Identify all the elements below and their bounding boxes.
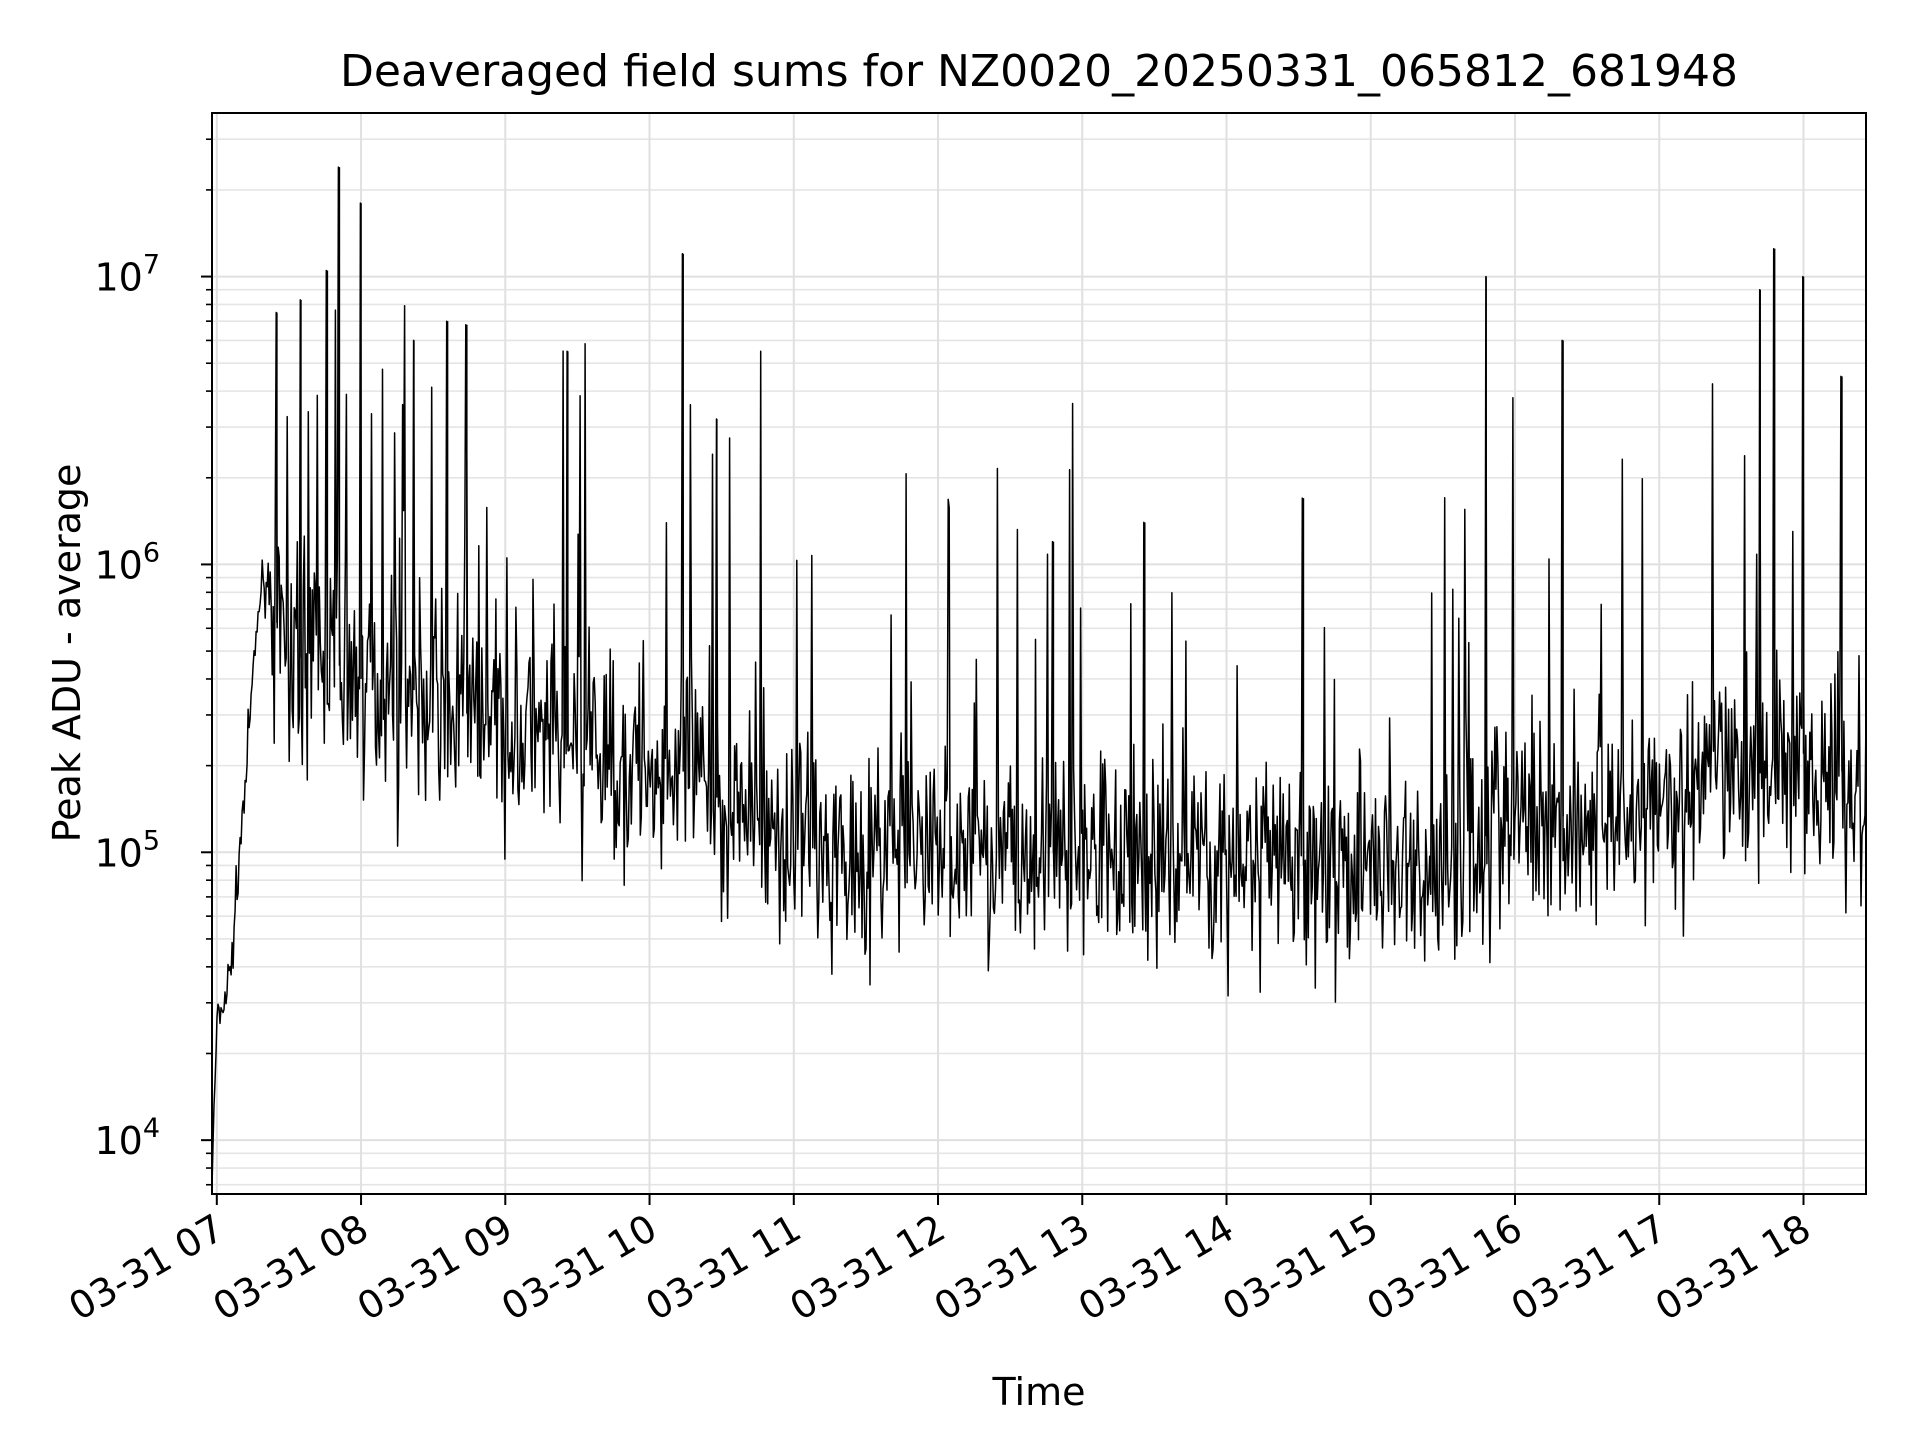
x-axis-label: Time (992, 1370, 1086, 1414)
chart-title: Deaveraged field sums for NZ0020_2025033… (340, 46, 1738, 97)
plot-frame (211, 112, 1867, 1195)
major-grid (212, 113, 1866, 1194)
y-tick-label: 107 (94, 250, 160, 300)
y-axis-ticks: 104 105 106 107 (94, 138, 212, 1186)
series-line (211, 166, 1867, 1189)
series-layer (211, 166, 1867, 1189)
y-tick-label: 105 (94, 825, 160, 875)
y-tick-label: 106 (94, 537, 160, 587)
y-tick-label: 104 (94, 1113, 160, 1163)
y-axis-label: Peak ADU - average (45, 464, 89, 843)
